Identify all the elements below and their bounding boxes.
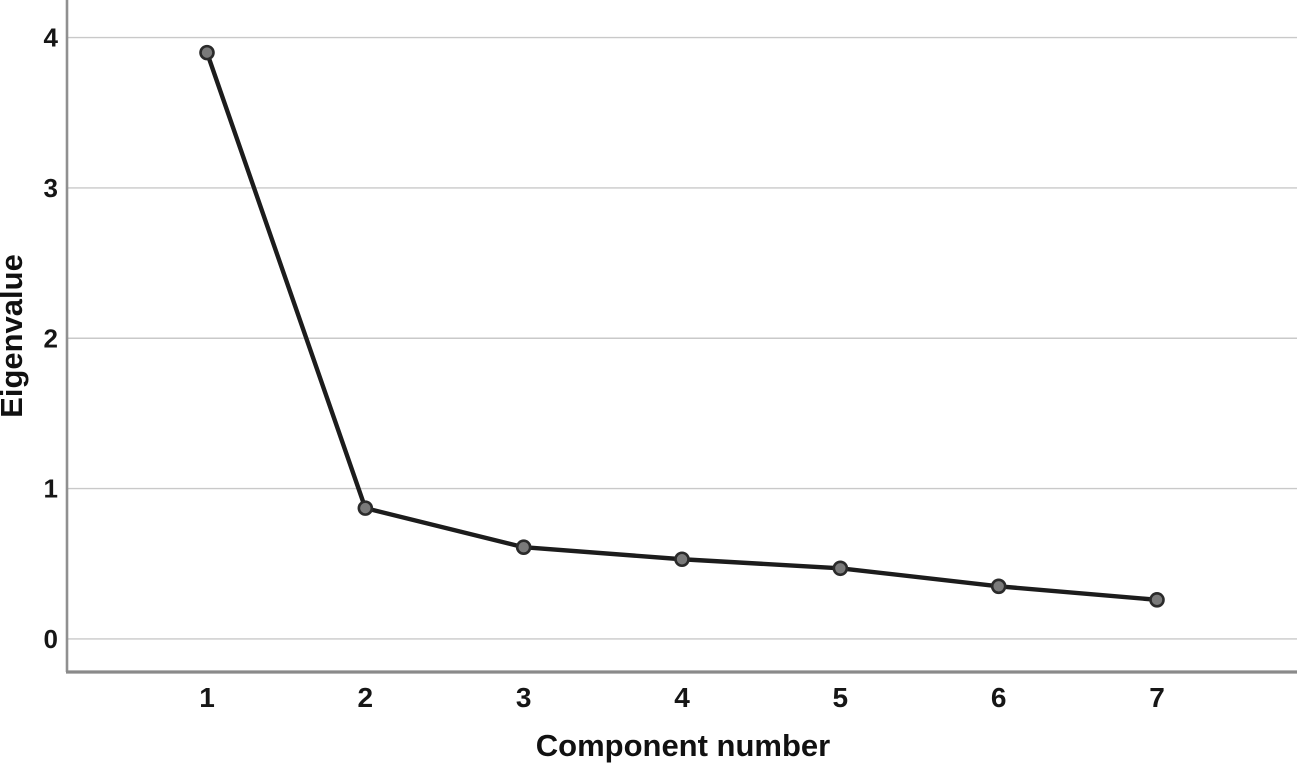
y-tick-label: 4 bbox=[44, 23, 59, 53]
x-tick-label: 6 bbox=[991, 682, 1007, 713]
y-tick-label: 2 bbox=[44, 323, 58, 353]
data-point-marker bbox=[832, 560, 849, 577]
x-tick-label: 3 bbox=[516, 682, 532, 713]
x-tick-label: 7 bbox=[1149, 682, 1165, 713]
y-tick-label: 1 bbox=[44, 474, 58, 504]
x-axis-title: Component number bbox=[536, 728, 831, 763]
x-tick-label: 4 bbox=[674, 682, 690, 713]
gridlines-group bbox=[67, 36, 1297, 640]
data-point-marker bbox=[1149, 592, 1165, 608]
x-tick-label: 1 bbox=[199, 682, 215, 713]
data-point-marker bbox=[199, 44, 215, 61]
x-tick-label: 2 bbox=[358, 682, 374, 713]
data-point-marker bbox=[674, 551, 690, 568]
data-point-marker bbox=[990, 578, 1007, 595]
eigenvalue-line bbox=[204, 50, 1160, 603]
y-tick-label: 0 bbox=[44, 624, 58, 654]
x-tick-labels-group: 1 2 3 4 5 6 7 bbox=[199, 682, 1165, 713]
y-tick-label: 3 bbox=[44, 173, 58, 203]
y-axis-title: Eigenvalue bbox=[0, 254, 29, 418]
data-point-marker bbox=[515, 539, 532, 556]
data-point-marker bbox=[357, 500, 374, 516]
data-point-markers-group bbox=[199, 44, 1165, 608]
x-tick-label: 5 bbox=[833, 682, 849, 713]
y-tick-labels-group: 0 1 2 3 4 bbox=[44, 23, 59, 654]
